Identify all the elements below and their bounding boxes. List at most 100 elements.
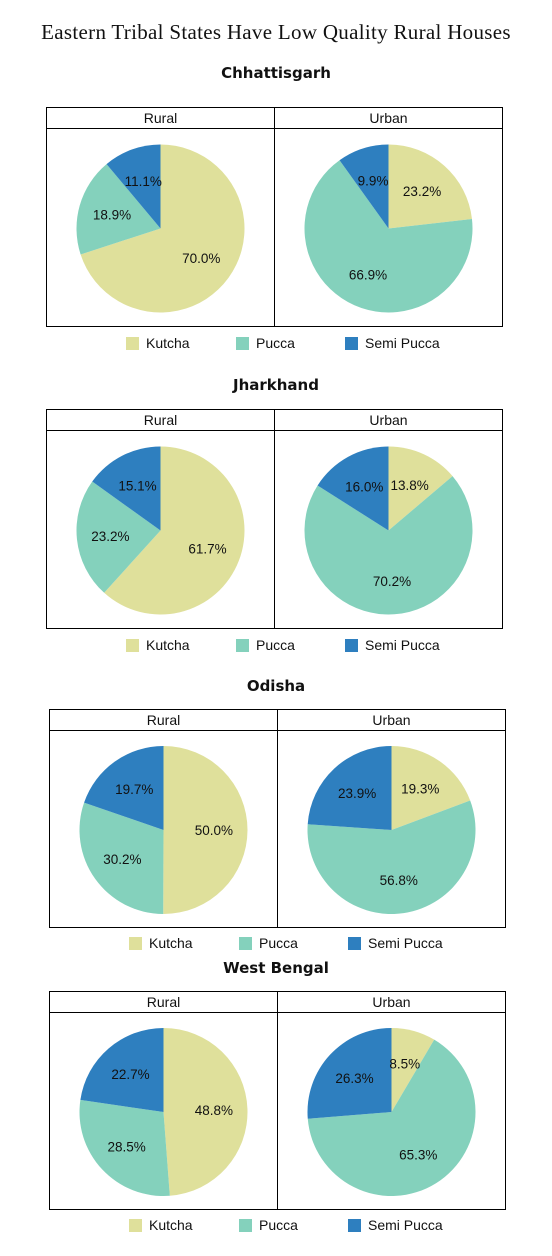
state-title: Odisha [246, 677, 306, 695]
slice-label: 15.1% [118, 479, 156, 494]
slice-label: 19.3% [401, 782, 439, 797]
slice-label: 18.9% [93, 208, 131, 223]
slice-label: 16.0% [345, 479, 383, 494]
pie-slice-semi-pucca [317, 446, 389, 531]
legend: Kutcha Pucca Semi Pucca [0, 334, 552, 354]
pie-chart-urban: 19.3% 56.8% 23.9% [307, 746, 476, 914]
panel-title-rural: Rural [47, 410, 274, 431]
pie-panel-rural: Rural 70.0% 18.9% 11.1% [46, 107, 275, 327]
slice-label: 65.3% [399, 1148, 437, 1163]
legend-swatch-kutcha [126, 337, 139, 350]
legend: Kutcha Pucca Semi Pucca [0, 934, 552, 954]
legend-swatch-pucca [236, 639, 249, 652]
pie-chart-rural: 61.7% 23.2% 15.1% [76, 446, 245, 615]
pie-slice-semi-pucca [307, 746, 392, 830]
legend-label-semi-pucca: Semi Pucca [365, 637, 440, 653]
panel-title-rural: Rural [50, 992, 277, 1013]
pie-panel-rural: Rural 48.8% 28.5% 22.7% [49, 991, 278, 1210]
pie-slice-kutcha [388, 144, 472, 229]
pie-slice-pucca [307, 1039, 476, 1196]
pie-slice-semi-pucca [307, 1028, 392, 1119]
pie-slice-kutcha [80, 144, 245, 313]
pie-slice-pucca [304, 160, 473, 313]
slice-label: 23.2% [91, 529, 129, 544]
legend-swatch-semi-pucca [348, 1219, 361, 1232]
slice-label: 13.8% [391, 478, 429, 493]
legend-label-pucca: Pucca [256, 637, 295, 653]
legend-swatch-semi-pucca [348, 937, 361, 950]
pie-chart-urban: 23.2% 66.9% 9.9% [304, 144, 473, 313]
pie-slice-pucca [307, 800, 476, 914]
pie-slice-pucca [79, 1099, 170, 1196]
legend-label-kutcha: Kutcha [146, 637, 190, 653]
pie-chart-urban: 13.8% 70.2% 16.0% [304, 446, 473, 615]
legend-swatch-pucca [239, 1219, 252, 1232]
legend-swatch-pucca [236, 337, 249, 350]
panel-title-rural: Rural [47, 108, 274, 129]
legend-label-semi-pucca: Semi Pucca [368, 935, 443, 951]
pie-slice-kutcha [391, 746, 471, 830]
slice-label: 11.1% [125, 174, 162, 189]
pie-slice-semi-pucca [339, 144, 389, 229]
legend: Kutcha Pucca Semi Pucca [0, 1216, 552, 1236]
pie-panel-urban: Urban 8.5% 65.3% 26.3% [277, 991, 506, 1210]
pie-slice-pucca [304, 476, 473, 615]
slice-label: 22.7% [111, 1067, 149, 1082]
pie-slice-kutcha [163, 1028, 248, 1196]
pie-slice-kutcha [391, 1028, 435, 1112]
legend-label-semi-pucca: Semi Pucca [368, 1217, 443, 1233]
legend-swatch-semi-pucca [345, 337, 358, 350]
slice-label: 66.9% [349, 268, 387, 283]
page-title: Eastern Tribal States Have Low Quality R… [41, 20, 511, 44]
panel-title-urban: Urban [275, 108, 502, 129]
pie-slice-kutcha [388, 446, 453, 531]
slice-label: 48.8% [195, 1103, 233, 1118]
legend-swatch-kutcha [129, 1219, 142, 1232]
panel-title-urban: Urban [275, 410, 502, 431]
pie-panel-urban: Urban 13.8% 70.2% 16.0% [274, 409, 503, 629]
legend-label-semi-pucca: Semi Pucca [365, 335, 440, 351]
legend-label-kutcha: Kutcha [149, 1217, 193, 1233]
slice-label: 28.5% [108, 1139, 146, 1154]
slice-label: 61.7% [188, 542, 226, 557]
state-title: Chhattisgarh [221, 64, 331, 82]
pie-chart-rural: 50.0% 30.2% 19.7% [79, 746, 248, 914]
pie-panel-rural: Rural 50.0% 30.2% 19.7% [49, 709, 278, 928]
legend-label-kutcha: Kutcha [149, 935, 193, 951]
pie-slice-kutcha [104, 446, 245, 615]
pie-chart-rural: 48.8% 28.5% 22.7% [79, 1028, 248, 1196]
pie-slice-semi-pucca [92, 446, 161, 531]
legend-swatch-kutcha [126, 639, 139, 652]
slice-label: 70.0% [182, 251, 220, 266]
legend-label-pucca: Pucca [259, 1217, 298, 1233]
panel-title-urban: Urban [278, 710, 505, 731]
pie-slice-semi-pucca [106, 144, 161, 229]
slice-label: 23.2% [403, 184, 441, 199]
pie-chart-urban: 8.5% 65.3% 26.3% [307, 1028, 476, 1196]
legend-label-pucca: Pucca [256, 335, 295, 351]
slice-label: 19.7% [115, 782, 153, 797]
pie-slice-pucca [79, 802, 164, 914]
slice-label: 50.0% [195, 823, 233, 838]
pie-panel-urban: Urban 23.2% 66.9% 9.9% [274, 107, 503, 327]
legend-swatch-pucca [239, 937, 252, 950]
pie-slice-pucca [76, 481, 161, 593]
slice-label: 26.3% [335, 1071, 373, 1086]
pie-panel-rural: Rural 61.7% 23.2% 15.1% [46, 409, 275, 629]
legend-swatch-kutcha [129, 937, 142, 950]
slice-label: 30.2% [103, 852, 141, 867]
panel-title-urban: Urban [278, 992, 505, 1013]
pie-slice-kutcha [163, 746, 248, 914]
slice-label: 56.8% [380, 873, 418, 888]
pie-slice-semi-pucca [84, 746, 164, 830]
pie-chart-rural: 70.0% 18.9% 11.1% [76, 144, 245, 313]
legend-label-pucca: Pucca [259, 935, 298, 951]
legend-swatch-semi-pucca [345, 639, 358, 652]
slice-label: 23.9% [338, 786, 376, 801]
state-title: West Bengal [223, 959, 329, 977]
panel-title-rural: Rural [50, 710, 277, 731]
slice-label: 70.2% [373, 574, 411, 589]
slice-label: 8.5% [389, 1056, 420, 1071]
state-title: Jharkhand [233, 376, 319, 394]
slice-label: 9.9% [358, 174, 389, 189]
